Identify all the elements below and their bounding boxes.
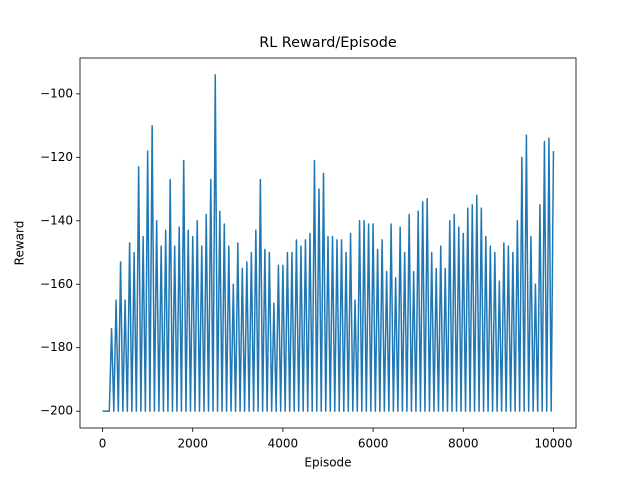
plot-frame <box>79 57 577 429</box>
y-tick-label: −200 <box>40 404 73 418</box>
y-tick-label: −180 <box>40 340 73 354</box>
x-tick-label: 6000 <box>358 437 389 451</box>
data-line <box>102 74 555 412</box>
x-axis-label: Episode <box>304 456 351 470</box>
y-tick-label: −120 <box>40 150 73 164</box>
y-tick-label: −100 <box>40 86 73 100</box>
y-axis-label: Reward <box>13 221 27 266</box>
x-tick-label: 2000 <box>177 437 208 451</box>
x-tick-label: 8000 <box>448 437 479 451</box>
y-tick-label: −140 <box>40 213 73 227</box>
y-tick-label: −160 <box>40 277 73 291</box>
x-tick-label: 4000 <box>268 437 299 451</box>
x-tick-label: 10000 <box>534 437 572 451</box>
x-tick-label: 0 <box>99 437 107 451</box>
chart-title: RL Reward/Episode <box>259 35 397 51</box>
